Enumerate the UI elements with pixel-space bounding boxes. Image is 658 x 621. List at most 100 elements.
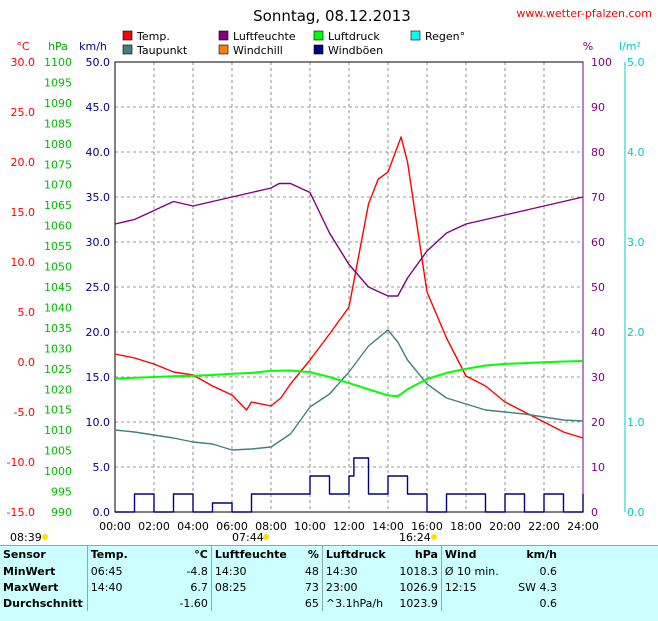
temp-tick-label: -10.0 [7,456,35,469]
x-tick-label: 22:00 [528,520,560,533]
humidity-tick-label: 70 [591,191,605,204]
pressure-tick-label: 995 [51,486,72,499]
legend-swatch [218,44,229,55]
rain-tick-label: 0.0 [627,506,645,519]
wind-tick-label: 0.0 [93,506,111,519]
wind-tick-label: 10.0 [86,416,111,429]
pressure-tick-label: 1080 [44,138,72,151]
wind-value: 0.6 [539,596,558,610]
weather-chart: Sonntag, 08.12.2013 www.wetter-pfalzen.c… [6,7,652,544]
stats-row-min: MinWert 06:45 -4.8 14:30 48 14:30 1018.3… [0,563,560,579]
pressure-tick-label: 1005 [44,445,72,458]
row-label: MaxWert [3,580,59,594]
legend-label: Taupunkt [136,44,188,57]
pressure-time: 14:30 [321,563,390,579]
wind-time: 12:15 [440,579,509,595]
wind-value: 0.6 [539,564,558,578]
hdr-temp: Temp. [86,546,150,563]
stats-header-row: Sensor Temp. °C Luftfeuchte % Luftdruck … [0,546,560,563]
temp-time: 06:45 [86,563,150,579]
rain-tick-label: 3.0 [627,236,645,249]
pressure-time: ^3.1hPa/h [321,595,390,611]
chart-title: Sonntag, 08.12.2013 [253,7,411,25]
temp-time [86,595,150,611]
legend-label: Luftdruck [328,30,380,43]
wind-tick-label: 5.0 [93,461,111,474]
series-line [114,360,584,398]
rain-unit: l/m² [619,40,641,53]
pressure-tick-label: 1075 [44,158,72,171]
rain-tick-label: 4.0 [627,146,645,159]
humidity-tick-label: 80 [591,146,605,159]
pressure-tick-label: 1070 [44,179,72,192]
series-line [114,136,584,439]
wind-tick-label: 50.0 [86,56,111,69]
row-label: Durchschnitt [3,596,83,610]
legend-swatch [122,30,133,41]
pressure-tick-label: 1050 [44,261,72,274]
hdr-temp-unit: °C [194,548,208,561]
pressure-tick-label: 1015 [44,404,72,417]
temp-value: -4.8 [186,564,208,578]
hdr-wind: Wind [440,546,509,563]
temp-tick-label: 10.0 [11,256,36,269]
legend-swatch [313,44,324,55]
humidity-tick-label: 20 [591,416,605,429]
pressure-value: 1018.3 [399,564,438,578]
legend-swatch [218,30,229,41]
pressure-tick-label: 1025 [44,363,72,376]
legend-label: Temp. [136,30,170,43]
wind-tick-label: 15.0 [86,371,111,384]
temp-unit: °C [16,40,30,53]
temp-tick-label: 20.0 [11,156,36,169]
wind-time: Ø 10 min. [440,563,509,579]
sunrise-icon [42,534,48,540]
hdr-wind-unit: km/h [526,548,557,561]
sun-row: 08:39 07:44 16:24 [10,531,437,544]
pressure-tick-label: 1065 [44,199,72,212]
temp-value: -1.60 [179,596,208,610]
humidity-time: 14:30 [210,563,291,579]
pressure-time: 23:00 [321,579,390,595]
pressure-tick-label: 1100 [44,56,72,69]
temp-value: 6.7 [190,580,208,594]
axes: 30.0 25.0 20.0 15.0 10.0 5.0 0.0 -5.0 -10.0 -15.0… [7,56,645,533]
legend-swatch [122,44,133,55]
humidity-value: 48 [304,564,319,578]
site-link[interactable]: www.wetter-pfalzen.com [516,7,652,20]
legend-swatch [313,30,324,41]
pressure-tick-label: 1040 [44,301,72,314]
series-line [114,182,584,297]
hdr-humidity-unit: % [307,548,319,561]
pressure-tick-label: 1000 [44,465,72,478]
pressure-tick-label: 1085 [44,117,72,130]
humidity-tick-label: 0 [591,506,598,519]
pressure-tick-label: 1020 [44,383,72,396]
x-tick-label: 12:00 [333,520,365,533]
humidity-tick-label: 100 [591,56,612,69]
humidity-tick-label: 40 [591,326,605,339]
rain-tick-label: 1.0 [627,416,645,429]
row-label: MinWert [3,564,56,578]
pressure-tick-label: 1060 [44,220,72,233]
stats-panel: Sensor Temp. °C Luftfeuchte % Luftdruck … [0,545,658,621]
stats-row-avg: Durchschnitt -1.60 65 ^3.1hPa/h 1023.9 0… [0,595,560,611]
pressure-tick-label: 1095 [44,76,72,89]
humidity-tick-label: 10 [591,461,605,474]
x-tick-label: 14:00 [372,520,404,533]
stats-table: Sensor Temp. °C Luftfeuchte % Luftdruck … [0,546,560,611]
humidity-tick-label: 50 [591,281,605,294]
legend-label: Windböen [328,44,383,57]
stats-row-max: MaxWert 14:40 6.7 08:25 73 23:00 1026.9 … [0,579,560,595]
x-tick-label: 24:00 [567,520,599,533]
pressure-tick-label: 1035 [44,322,72,335]
temp-tick-label: -5.0 [14,406,35,419]
temp-tick-label: 5.0 [18,306,36,319]
humidity-value: 73 [304,580,319,594]
sunset-icon [431,534,437,540]
series-line [115,457,584,513]
legend-label: Windchill [233,44,283,57]
pressure-tick-label: 1055 [44,240,72,253]
hdr-humidity: Luftfeuchte [210,546,291,563]
humidity-time [210,595,291,611]
